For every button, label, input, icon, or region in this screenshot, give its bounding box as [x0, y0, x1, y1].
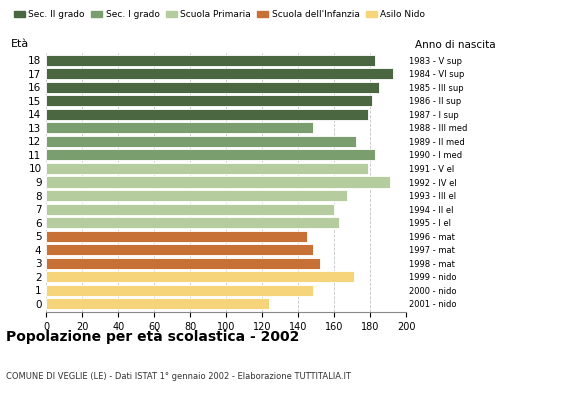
Bar	[46, 109, 368, 120]
Text: Anno di nascita: Anno di nascita	[415, 40, 495, 50]
Bar	[46, 217, 339, 228]
Bar	[46, 122, 313, 133]
Bar	[46, 136, 356, 147]
Legend: Sec. II grado, Sec. I grado, Scuola Primaria, Scuola dell'Infanzia, Asilo Nido: Sec. II grado, Sec. I grado, Scuola Prim…	[10, 6, 429, 23]
Bar	[46, 68, 393, 79]
Bar	[46, 163, 368, 174]
Bar	[46, 95, 372, 106]
Bar	[46, 54, 375, 66]
Bar	[46, 285, 313, 296]
Bar	[46, 82, 379, 93]
Bar	[46, 258, 320, 269]
Bar	[46, 298, 269, 310]
Bar	[46, 204, 334, 215]
Bar	[46, 244, 313, 255]
Bar	[46, 271, 354, 282]
Bar	[46, 190, 347, 201]
Bar	[46, 149, 375, 160]
Text: COMUNE DI VEGLIE (LE) - Dati ISTAT 1° gennaio 2002 - Elaborazione TUTTITALIA.IT: COMUNE DI VEGLIE (LE) - Dati ISTAT 1° ge…	[6, 372, 351, 381]
Bar	[46, 231, 307, 242]
Text: Età: Età	[10, 39, 28, 49]
Bar	[46, 176, 390, 188]
Text: Popolazione per età scolastica - 2002: Popolazione per età scolastica - 2002	[6, 330, 299, 344]
